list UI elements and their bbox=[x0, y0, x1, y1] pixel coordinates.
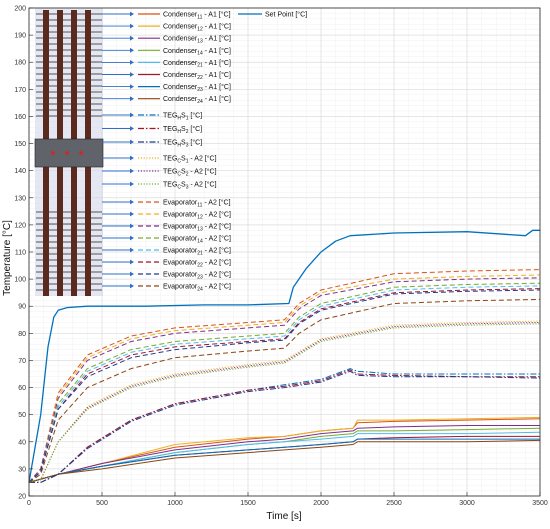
y-tick-label: 120 bbox=[14, 222, 26, 229]
legend-label-9: TEGHS1 [°C] bbox=[163, 112, 202, 122]
legend-label-15: Evaporator11 - A2 [°C] bbox=[163, 199, 231, 209]
legend-label-8: Condenser24 - A1 [°C] bbox=[163, 95, 231, 105]
y-tick-label: 70 bbox=[18, 358, 26, 365]
y-tick-label: 190 bbox=[14, 33, 26, 40]
x-axis-label: Time [s] bbox=[266, 511, 301, 522]
series-line-22 bbox=[28, 298, 541, 483]
legend-label-21: Evaporator23 - A2 [°C] bbox=[163, 271, 231, 281]
x-tick-label: 500 bbox=[96, 500, 108, 507]
axes: 20 30 40 50 60 70 80 90 100 110 120 130 140 150 160 170… bbox=[14, 6, 548, 508]
y-tick-label: 100 bbox=[14, 277, 26, 284]
legend-arrow-head bbox=[130, 199, 134, 205]
y-tick-label: 180 bbox=[14, 60, 26, 67]
legend-arrow-head bbox=[130, 283, 134, 289]
x-tick-label: 1000 bbox=[167, 500, 183, 507]
y-tick-label: 140 bbox=[14, 168, 26, 175]
legend-arrow-head bbox=[130, 72, 134, 77]
legend-label-3: Condenser13 - A1 [°C] bbox=[163, 35, 231, 45]
legend-label-12: TEGCS1 - A2 [°C] bbox=[163, 155, 217, 165]
legend-arrow-head bbox=[130, 35, 134, 41]
legend-label-6: Condenser22 - A1 [°C] bbox=[163, 71, 231, 81]
legend-label-18: Evaporator14 - A2 [°C] bbox=[163, 235, 231, 245]
legend-arrow-head bbox=[130, 139, 134, 145]
y-tick-label: 30 bbox=[18, 466, 26, 473]
legend-arrow-head bbox=[130, 271, 134, 277]
y-axis-label: Temperature [°C] bbox=[2, 220, 13, 296]
series-line-12 bbox=[28, 320, 541, 483]
legend-label-19: Evaporator21 - A2 [°C] bbox=[163, 247, 231, 257]
legend-label-11: TEGHS3 [°C] bbox=[163, 139, 202, 149]
x-tick-label: 2000 bbox=[313, 500, 329, 507]
teg-sensor-dot bbox=[65, 151, 69, 155]
series-line-17 bbox=[28, 277, 541, 483]
legend: Condenser11 - A1 [°C] Condenser12 - A1 [°… bbox=[102, 11, 307, 293]
legend-arrow-head bbox=[130, 96, 134, 102]
series-line-16 bbox=[28, 274, 541, 483]
series-line-8 bbox=[28, 439, 541, 483]
teg-module bbox=[34, 138, 104, 168]
legend-label-10: TEGHS2 [°C] bbox=[163, 125, 202, 135]
y-tick-label: 80 bbox=[18, 331, 26, 338]
series-line-18 bbox=[28, 282, 541, 483]
y-tick-label: 90 bbox=[18, 304, 26, 311]
legend-arrow-head bbox=[130, 223, 134, 229]
legend-arrow-head bbox=[130, 126, 134, 131]
series-line-23 bbox=[28, 229, 540, 483]
legend-arrow-head bbox=[130, 84, 134, 89]
legend-arrow-head bbox=[130, 23, 134, 29]
legend-label-20: Evaporator22 - A2 [°C] bbox=[163, 259, 231, 269]
legend-label-2: Condenser12 - A1 [°C] bbox=[163, 23, 231, 33]
legend-label-13: TEGCS2 - A2 [°C] bbox=[163, 168, 217, 178]
legend-label-1: Condenser11 - A1 [°C] bbox=[163, 11, 231, 21]
series-line-11 bbox=[29, 370, 541, 483]
x-tick-label: 0 bbox=[27, 500, 31, 507]
y-tick-label: 20 bbox=[18, 494, 26, 501]
y-tick-label: 60 bbox=[18, 385, 26, 392]
legend-arrow-head bbox=[130, 247, 134, 253]
series-line-19 bbox=[28, 285, 541, 483]
y-tick-label: 200 bbox=[14, 6, 26, 13]
legend-label-16: Evaporator12 - A2 [°C] bbox=[163, 211, 231, 221]
legend-arrow-head bbox=[130, 211, 134, 217]
y-tick-label: 160 bbox=[14, 114, 26, 121]
series-line-21 bbox=[28, 289, 541, 483]
legend-arrow-head bbox=[130, 47, 134, 53]
legend-arrow-head bbox=[130, 259, 134, 265]
x-tick-label: 3000 bbox=[459, 500, 475, 507]
series-line-3 bbox=[28, 425, 540, 483]
legend-arrow-head bbox=[130, 155, 134, 161]
heat-exchanger-diagram bbox=[34, 8, 104, 296]
teg-sensor-dot bbox=[51, 151, 55, 155]
legend-arrow-head bbox=[130, 181, 134, 187]
legend-label-5: Condenser21 - A1 [°C] bbox=[163, 59, 231, 69]
series-line-7 bbox=[28, 438, 540, 483]
legend-arrow-head bbox=[130, 235, 134, 241]
y-tick-label: 150 bbox=[14, 141, 26, 148]
x-tick-label: 2500 bbox=[386, 500, 402, 507]
series-line-13 bbox=[28, 322, 541, 483]
legend-label-23: Set Point [°C] bbox=[265, 11, 307, 19]
x-tick-label: 3500 bbox=[532, 500, 548, 507]
legend-label-22: Evaporator24 - A2 [°C] bbox=[163, 283, 231, 293]
legend-arrow-head bbox=[130, 11, 134, 17]
y-tick-label: 170 bbox=[14, 87, 26, 94]
y-tick-label: 50 bbox=[18, 412, 26, 419]
legend-arrow-head bbox=[130, 60, 134, 65]
legend-label-14: TEGCS3 - A2 [°C] bbox=[163, 181, 217, 191]
x-tick-label: 1500 bbox=[240, 500, 256, 507]
series-lines bbox=[28, 229, 541, 483]
legend-label-7: Condenser23 - A1 [°C] bbox=[163, 83, 231, 93]
y-tick-label: 130 bbox=[14, 195, 26, 202]
legend-arrow-head bbox=[130, 168, 134, 174]
legend-label-4: Condenser14 - A1 [°C] bbox=[163, 47, 231, 57]
y-tick-label: 40 bbox=[18, 439, 26, 446]
teg-sensor-dot bbox=[79, 151, 83, 155]
y-tick-label: 110 bbox=[15, 250, 26, 257]
legend-arrow-head bbox=[130, 112, 134, 118]
series-line-15 bbox=[28, 269, 541, 483]
legend-label-17: Evaporator13 - A2 [°C] bbox=[163, 223, 231, 233]
